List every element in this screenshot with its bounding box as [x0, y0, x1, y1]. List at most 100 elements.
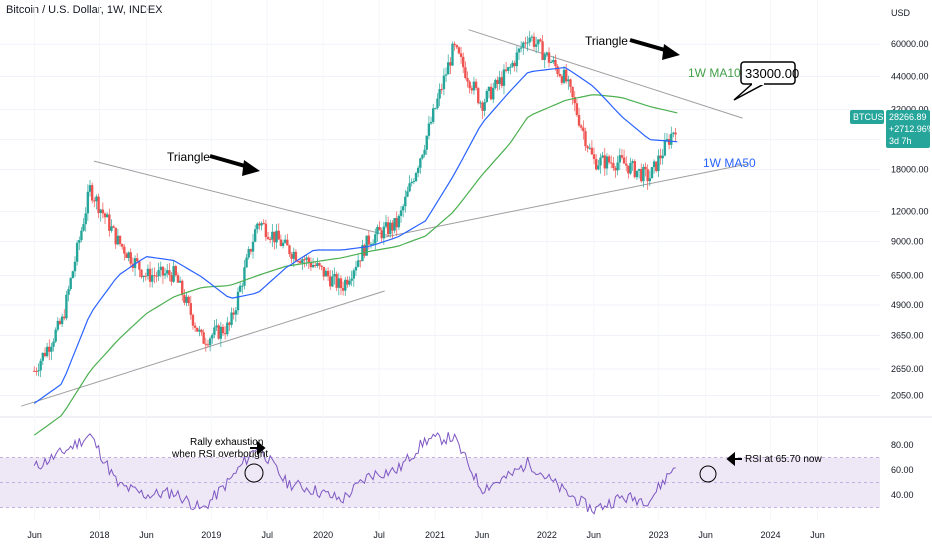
- candle-body: [63, 316, 66, 319]
- candle-body: [301, 259, 304, 264]
- candle-body: [277, 230, 280, 240]
- candle-body: [292, 251, 295, 259]
- candle-body: [172, 266, 175, 282]
- time-tick-label: 2020: [313, 530, 333, 540]
- candle-body: [401, 206, 405, 211]
- candle-body: [163, 273, 167, 276]
- candle-body: [129, 252, 132, 264]
- grid: [0, 43, 932, 418]
- target-price-label: 33000.00: [745, 66, 799, 81]
- candle-body: [260, 223, 263, 226]
- candle-body: [453, 43, 456, 46]
- candle-body: [43, 352, 47, 357]
- candle-body: [474, 81, 478, 89]
- candle-body: [138, 261, 141, 270]
- candle-body: [247, 249, 250, 258]
- candle-body: [496, 79, 499, 84]
- price-series: [33, 31, 677, 378]
- candle-body: [161, 266, 165, 276]
- candle-body: [183, 295, 186, 303]
- candle-body: [414, 172, 418, 182]
- rsi-exhaustion-circle: [244, 463, 264, 483]
- candle-body: [530, 36, 534, 38]
- candle-body: [663, 140, 667, 156]
- candle-body: [346, 279, 349, 285]
- candle-body: [464, 67, 467, 79]
- candle-body: [395, 218, 398, 228]
- candle-body: [575, 103, 579, 116]
- candle-body: [455, 45, 458, 48]
- candle-body: [492, 87, 495, 100]
- candle-body: [629, 162, 632, 174]
- candle-body: [219, 326, 223, 339]
- candle-body: [494, 79, 497, 88]
- candle-body: [118, 235, 122, 245]
- candle-body: [258, 223, 261, 226]
- candle-body: [397, 215, 401, 228]
- candle-body: [584, 131, 587, 147]
- annotations: Triangle Triangle 1W MA100 1W MA50 33000…: [167, 34, 822, 483]
- candle-body: [316, 263, 319, 266]
- candle-body: [661, 155, 664, 159]
- candle-body: [133, 258, 137, 269]
- candle-body: [67, 289, 70, 295]
- candle-body: [601, 155, 604, 158]
- candle-body: [487, 86, 491, 92]
- candle-body: [644, 166, 647, 170]
- candle-body: [537, 39, 540, 45]
- candle-body: [151, 275, 154, 282]
- candle-body: [78, 240, 81, 243]
- candle-body: [614, 168, 617, 171]
- candle-body: [667, 139, 671, 145]
- candle-body: [82, 224, 85, 231]
- candle-body: [39, 360, 42, 371]
- candle-body: [657, 155, 660, 172]
- price-tick-label: 32000.00: [891, 105, 929, 115]
- candle-body: [635, 170, 639, 178]
- candle-body: [406, 191, 409, 197]
- candle-body: [245, 257, 248, 268]
- candle-body: [174, 266, 177, 276]
- candle-body: [352, 270, 356, 279]
- candle-body: [299, 261, 302, 264]
- candle-body: [534, 44, 538, 47]
- candle-body: [230, 312, 233, 325]
- candle-body: [45, 346, 49, 357]
- candle-body: [509, 66, 512, 68]
- price-tick-label: 60000.00: [891, 39, 929, 49]
- ma50-label: 1W MA50: [703, 156, 756, 170]
- candle-body: [234, 310, 238, 315]
- candle-body: [378, 226, 381, 231]
- candle-body: [610, 162, 613, 164]
- candle-body: [457, 47, 461, 54]
- candle-body: [213, 327, 216, 335]
- badge-symbol: BTCUSD: [853, 112, 891, 122]
- candle-body: [127, 252, 130, 258]
- candle-body: [607, 156, 611, 163]
- candle-body: [419, 158, 422, 168]
- candle-body: [193, 325, 197, 328]
- candle-body: [571, 86, 574, 98]
- candle-body: [305, 257, 308, 260]
- rsi-tick-label: 80.00: [891, 440, 914, 450]
- candle-body: [337, 278, 341, 288]
- rsi-now-label: RSI at 65.70 now: [745, 454, 822, 465]
- candle-body: [181, 280, 184, 296]
- candle-body: [427, 123, 431, 136]
- candle-body: [221, 326, 225, 334]
- candle-body: [159, 266, 162, 271]
- candle-body: [616, 162, 619, 171]
- candle-body: [283, 239, 287, 243]
- candle-body: [659, 155, 662, 159]
- rsi-series: [33, 432, 676, 515]
- candle-body: [354, 266, 358, 271]
- candle-body: [84, 213, 87, 225]
- candle-body: [125, 253, 128, 258]
- candle-body: [515, 52, 519, 67]
- candle-body: [479, 102, 482, 104]
- candle-body: [468, 81, 471, 89]
- candle-body: [655, 161, 658, 172]
- candle-body: [123, 246, 126, 254]
- time-axis: Jun 2018 Jun 2019 Jul 2020 Jul 2021 Jun 2022 Jun 20…: [27, 530, 824, 540]
